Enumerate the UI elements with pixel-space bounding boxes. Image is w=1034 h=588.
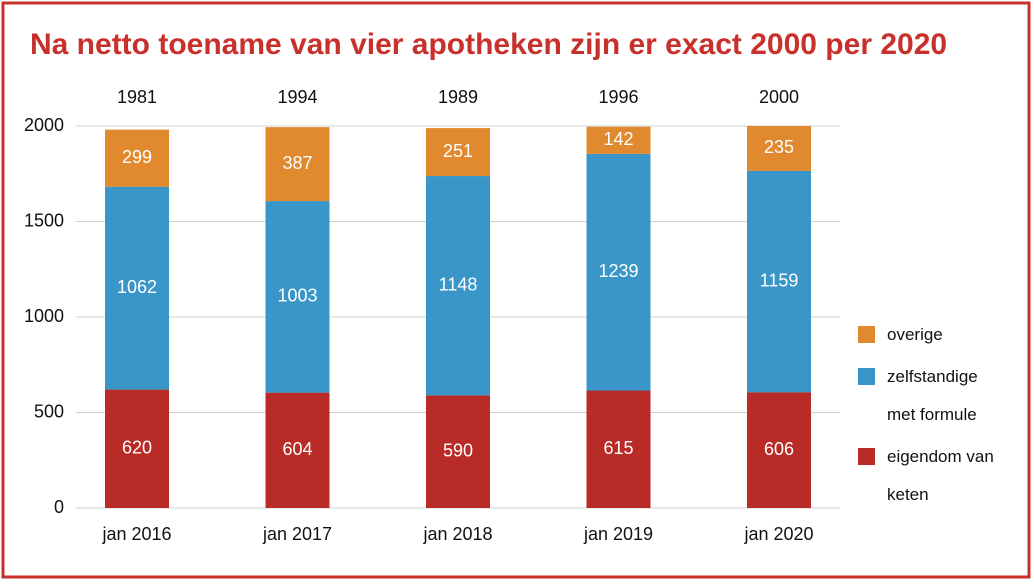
data-label: 142 xyxy=(603,129,633,149)
data-label: 235 xyxy=(764,137,794,157)
bar-segment xyxy=(265,392,330,508)
data-label: 604 xyxy=(282,439,312,459)
legend-item: eigendom van keten xyxy=(858,438,1018,514)
chart-title: Na netto toename van vier apotheken zijn… xyxy=(30,28,947,61)
y-tick-label: 500 xyxy=(34,401,64,421)
bar-segment xyxy=(265,201,330,393)
frame xyxy=(1,1,1031,579)
legend-swatch xyxy=(858,368,875,385)
x-tick-label: jan 2020 xyxy=(743,524,813,544)
total-label: 1996 xyxy=(598,87,638,107)
data-label: 299 xyxy=(122,147,152,167)
bar-segment xyxy=(105,129,169,187)
total-label: 2000 xyxy=(759,87,799,107)
x-tick-label: jan 2017 xyxy=(262,524,332,544)
legend: overige zelfstandige met formule eigendom … xyxy=(858,325,1018,528)
y-tick-label: 0 xyxy=(54,497,64,517)
y-tick-label: 1000 xyxy=(24,306,64,326)
bar-segment xyxy=(426,395,490,508)
bar-segment xyxy=(105,389,169,508)
legend-swatch xyxy=(858,326,875,343)
x-tick-label: jan 2018 xyxy=(422,524,492,544)
bar-segment xyxy=(586,153,651,391)
data-label: 251 xyxy=(443,141,473,161)
legend-item: zelfstandige met formule xyxy=(858,358,1018,434)
bar-segment xyxy=(747,126,811,171)
data-label: 606 xyxy=(764,439,794,459)
bar-segment xyxy=(747,170,811,393)
x-tick-label: jan 2019 xyxy=(583,524,653,544)
data-label: 1003 xyxy=(277,286,317,306)
bar-segment xyxy=(586,126,651,154)
data-label: 615 xyxy=(603,438,633,458)
data-label: 590 xyxy=(443,440,473,460)
data-label: 1062 xyxy=(117,277,157,297)
total-label: 1994 xyxy=(277,87,317,107)
y-tick-label: 2000 xyxy=(24,115,64,135)
bar-segment xyxy=(586,390,651,508)
y-tick-label: 1500 xyxy=(24,210,64,230)
bar-segment xyxy=(426,176,490,396)
total-label: 1989 xyxy=(438,87,478,107)
data-label: 1159 xyxy=(760,270,799,290)
x-tick-label: jan 2016 xyxy=(101,524,171,544)
total-label: 1981 xyxy=(117,87,157,107)
legend-item: overige xyxy=(858,316,1018,354)
legend-swatch xyxy=(858,448,875,465)
legend-label: overige xyxy=(887,325,943,344)
data-label: 1148 xyxy=(439,274,478,294)
data-label: 387 xyxy=(282,153,312,173)
data-label: 620 xyxy=(122,438,152,458)
bar-segment xyxy=(105,186,169,390)
data-label: 1239 xyxy=(598,261,638,281)
bar-segment xyxy=(426,128,490,177)
legend-label: eigendom van keten xyxy=(887,447,994,504)
legend-label: zelfstandige met formule xyxy=(887,367,978,424)
bar-segment xyxy=(747,392,811,508)
bar-segment xyxy=(265,127,330,202)
